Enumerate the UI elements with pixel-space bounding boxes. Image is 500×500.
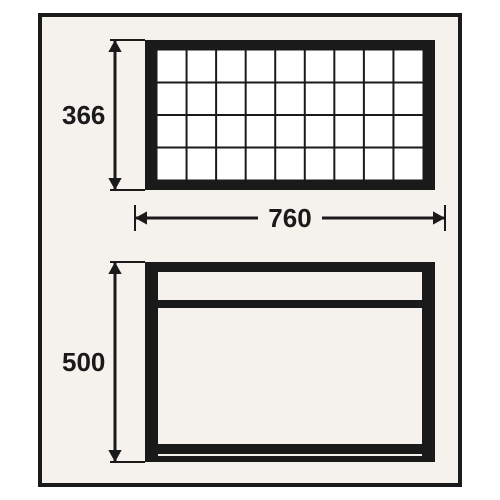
technical-drawing: 366 760 500 [0, 0, 500, 500]
dim-height-bottom: 500 [62, 347, 105, 377]
dim-width: 760 [268, 203, 311, 233]
dim-height-top: 366 [62, 100, 105, 130]
